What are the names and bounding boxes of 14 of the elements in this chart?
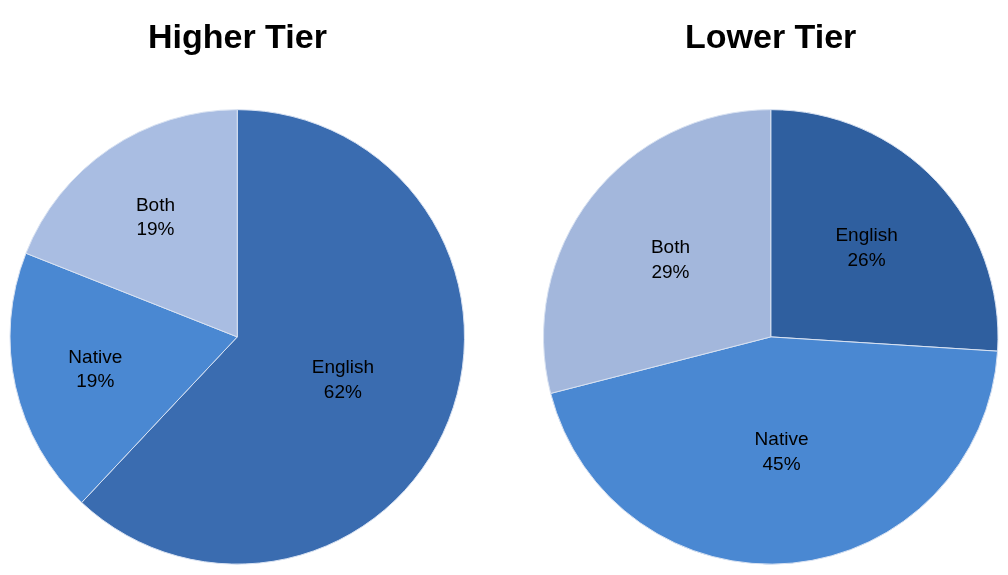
slice-label: Native — [754, 427, 809, 449]
data-label: 29% — [651, 260, 690, 282]
slice-label: English — [835, 224, 898, 246]
slice-label: Native — [68, 345, 123, 367]
slice-label: English — [311, 355, 375, 377]
data-label: 26% — [847, 248, 886, 270]
chart-title: Higher Tier — [148, 17, 327, 55]
slice-label: Both — [135, 193, 176, 215]
slice-label: Both — [650, 236, 691, 258]
chart-title: Lower Tier — [685, 17, 857, 55]
data-label: 19% — [76, 370, 115, 392]
data-label: 19% — [136, 218, 175, 240]
data-label: 45% — [762, 452, 801, 474]
data-label: 62% — [323, 380, 362, 402]
